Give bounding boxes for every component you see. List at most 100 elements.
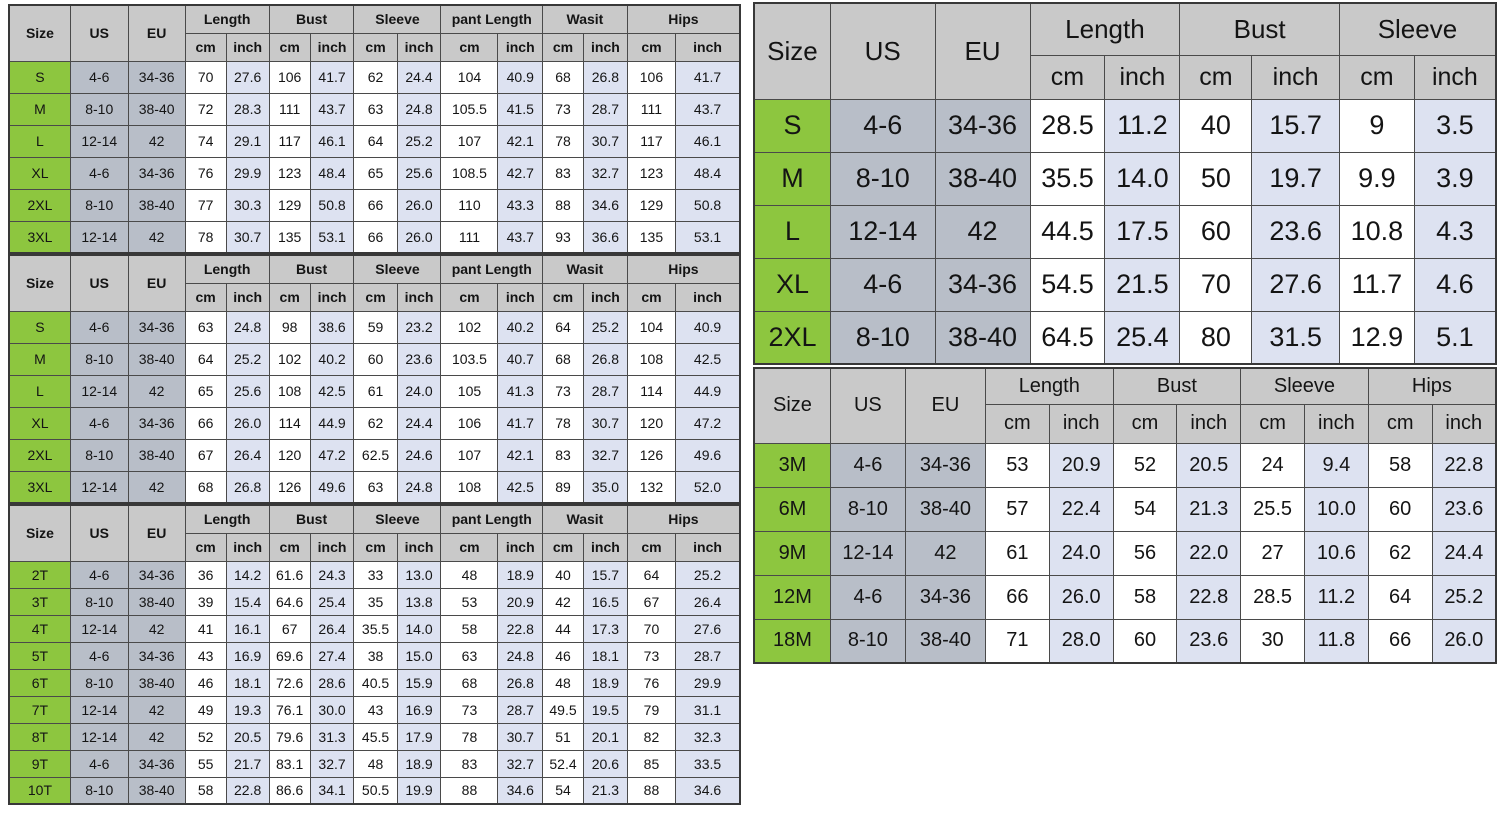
cm-value-cell: 48 (353, 749, 398, 778)
inch-value-cell: 30.3 (225, 188, 270, 222)
cm-value-cell: 74 (184, 124, 227, 158)
cm-value-cell: 53 (984, 442, 1050, 488)
inch-value-cell: 42.5 (309, 374, 355, 408)
size-row: 6T 8-10 38-40 46 18.1 72.6 28.6 40.5 15.9 68 26.8 4… (8, 668, 741, 697)
size-table-toddler-2t-10t: Size US EU Length Bust Sleeve pant Length Wasit… (8, 504, 741, 805)
us-cell: 8-10 (69, 438, 129, 472)
inch-value-cell: 26.0 (1431, 618, 1497, 664)
inch-value-cell: 53.1 (309, 220, 355, 254)
eu-cell: 42 (127, 220, 186, 254)
cm-value-cell: 106 (626, 60, 677, 94)
cm-value-cell: 89 (542, 470, 584, 504)
cm-value-cell: 67 (268, 614, 311, 643)
unit-header: inch (1431, 403, 1497, 444)
inch-value-cell: 23.2 (396, 310, 442, 344)
cm-value-cell: 129 (268, 188, 311, 222)
cm-value-cell: 111 (626, 92, 677, 126)
inch-value-cell: 43.7 (309, 92, 355, 126)
unit-header: cm (1179, 54, 1253, 100)
size-row: M 8-10 38-40 72 28.3 111 43.7 63 24.8 105.5 41.5 73… (8, 92, 741, 126)
inch-value-cell: 11.8 (1303, 618, 1369, 664)
unit-header: cm (440, 532, 499, 562)
inch-value-cell: 18.9 (396, 749, 442, 778)
size-column-header: Size (753, 367, 831, 444)
size-cell: 6T (8, 668, 71, 697)
cm-value-cell: 52 (184, 722, 227, 751)
us-cell: 4-6 (69, 641, 129, 670)
cm-value-cell: 54 (542, 776, 584, 805)
us-column-header: US (829, 2, 936, 100)
measure-group-header: Hips (1367, 367, 1497, 405)
size-row: 3T 8-10 38-40 39 15.4 64.6 25.4 35 13.8 53 20.9 42 1… (8, 587, 741, 616)
us-cell: 4-6 (69, 406, 129, 440)
cm-value-cell: 66 (353, 188, 398, 222)
size-table-adult-set-b: Size US EU Length Bust Sleeve pant Length Wasit… (8, 254, 741, 504)
cm-value-cell: 108.5 (440, 156, 499, 190)
cm-value-cell: 78 (542, 406, 584, 440)
cm-value-cell: 88 (542, 188, 584, 222)
inch-value-cell: 29.1 (225, 124, 270, 158)
size-table-adult-set-a: Size US EU Length Bust Sleeve pant Length Wasit… (8, 4, 741, 254)
cm-value-cell: 63 (184, 310, 227, 344)
eu-cell: 42 (127, 614, 186, 643)
cm-value-cell: 28.5 (1029, 98, 1106, 153)
eu-cell: 38-40 (934, 151, 1031, 206)
inch-value-cell: 19.3 (225, 695, 270, 724)
unit-header: inch (309, 32, 355, 62)
inch-value-cell: 26.8 (225, 470, 270, 504)
cm-value-cell: 38 (353, 641, 398, 670)
us-cell: 4-6 (829, 442, 906, 488)
size-row: S 4-6 34-36 63 24.8 98 38.6 59 23.2 102 40.2 64 25.2… (8, 310, 741, 344)
unit-header: inch (1413, 54, 1497, 100)
us-cell: 8-10 (829, 486, 906, 532)
inch-value-cell: 24.4 (1431, 530, 1497, 576)
inch-value-cell: 19.7 (1251, 151, 1340, 206)
cm-value-cell: 62 (353, 60, 398, 94)
eu-cell: 38-40 (127, 342, 186, 376)
inch-value-cell: 23.6 (1431, 486, 1497, 532)
cm-value-cell: 54 (1112, 486, 1178, 532)
eu-cell: 38-40 (934, 310, 1031, 365)
size-row: XL 4-6 34-36 66 26.0 114 44.9 62 24.4 106 41.7 78 30… (8, 406, 741, 440)
us-column-header: US (69, 254, 129, 312)
size-cell: 3M (753, 442, 831, 488)
inch-value-cell: 13.8 (396, 587, 442, 616)
size-row: XL 4-6 34-36 76 29.9 123 48.4 65 25.6 108.5 42.7 83… (8, 156, 741, 190)
cm-value-cell: 83 (542, 156, 584, 190)
measure-group-header: Wasit (542, 4, 628, 34)
cm-value-cell: 70 (184, 60, 227, 94)
inch-value-cell: 26.0 (396, 188, 442, 222)
size-row: 12M 4-6 34-36 66 26.0 58 22.8 28.5 11.2 64 25.2 (753, 574, 1497, 620)
size-cell: 3XL (8, 220, 71, 254)
cm-value-cell: 104 (626, 310, 677, 344)
cm-value-cell: 68 (542, 342, 584, 376)
us-cell: 8-10 (69, 668, 129, 697)
size-row: 2T 4-6 34-36 36 14.2 61.6 24.3 33 13.0 48 18.9 40 15… (8, 560, 741, 589)
inch-value-cell: 43.3 (497, 188, 544, 222)
inch-value-cell: 18.1 (225, 668, 270, 697)
size-cell: L (8, 374, 71, 408)
inch-value-cell: 28.7 (582, 92, 628, 126)
inch-value-cell: 34.6 (497, 776, 544, 805)
inch-value-cell: 5.1 (1413, 310, 1497, 365)
inch-value-cell: 41.7 (675, 60, 741, 94)
inch-value-cell: 22.0 (1176, 530, 1242, 576)
inch-value-cell: 20.9 (497, 587, 544, 616)
inch-value-cell: 33.5 (675, 749, 741, 778)
size-cell: 9M (753, 530, 831, 576)
size-cell: XL (8, 156, 71, 190)
inch-value-cell: 42.7 (497, 156, 544, 190)
eu-cell: 34-36 (127, 406, 186, 440)
size-row: 3XL 12-14 42 78 30.7 135 53.1 66 26.0 111 43.7 93 36… (8, 220, 741, 254)
us-cell: 4-6 (69, 156, 129, 190)
measure-group-header: Bust (1179, 2, 1340, 56)
eu-cell: 34-36 (127, 749, 186, 778)
inch-value-cell: 42.5 (675, 342, 741, 376)
cm-value-cell: 73 (626, 641, 677, 670)
cm-value-cell: 65 (353, 156, 398, 190)
inch-value-cell: 24.8 (225, 310, 270, 344)
size-column-header: Size (8, 254, 71, 312)
measure-group-header: Sleeve (1338, 2, 1497, 56)
inch-value-cell: 41.3 (497, 374, 544, 408)
size-cell: 10T (8, 776, 71, 805)
